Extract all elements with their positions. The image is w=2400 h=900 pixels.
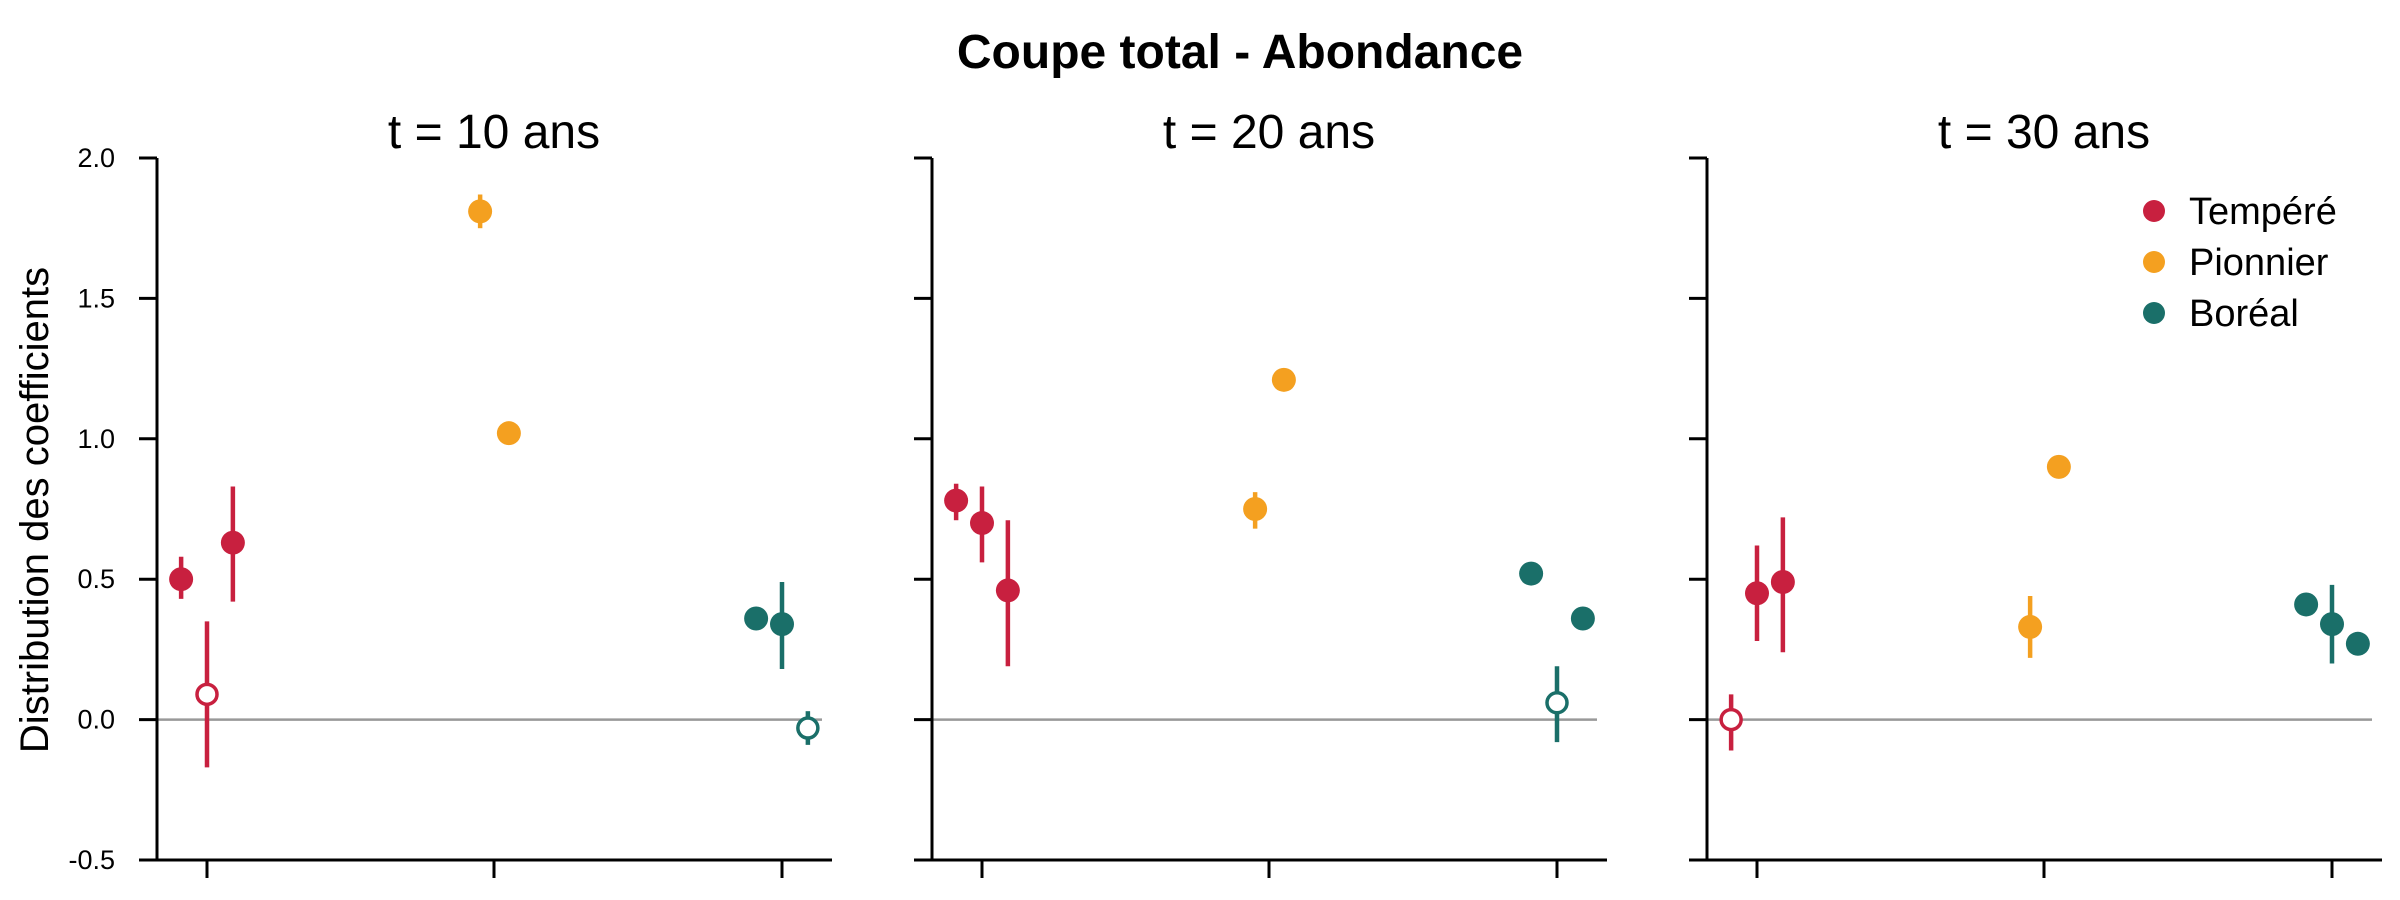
panel-3: t = 30 ans	[1689, 106, 2382, 878]
data-point-open	[796, 716, 820, 740]
data-point	[1271, 367, 1296, 392]
y-tick-label: 0.0	[77, 705, 115, 735]
data-point-open	[1719, 707, 1743, 732]
data-point	[169, 567, 194, 592]
chart-title: Coupe total - Abondance	[957, 26, 1523, 79]
data-point	[2018, 614, 2043, 639]
legend-marker	[2143, 200, 2165, 222]
y-tick-label: 0.5	[77, 564, 115, 594]
data-point	[1770, 570, 1795, 595]
y-tick-label: 1.0	[77, 424, 115, 454]
panels-group: t = 10 ans 2.0 1.5 1.0 0.5 0.0 -0.5 t = 20 ans t…	[68, 106, 2382, 878]
data-point	[1243, 497, 1268, 521]
data-point	[2046, 454, 2071, 479]
panel-title: t = 20 ans	[1163, 106, 1375, 159]
legend-label: Pionnier	[2189, 242, 2329, 284]
data-point	[468, 199, 493, 224]
data-point	[995, 578, 1020, 603]
legend: Tempéré Pionnier Boréal	[2143, 191, 2337, 335]
data-point	[2345, 631, 2370, 656]
y-axis-label: Distribution des coefficients	[13, 267, 57, 753]
y-tick-label: 1.5	[77, 283, 115, 313]
data-point	[220, 530, 245, 555]
data-point-open	[195, 682, 219, 707]
legend-label: Tempéré	[2189, 191, 2337, 233]
legend-marker	[2143, 302, 2165, 324]
data-point	[2294, 592, 2319, 617]
data-point	[496, 421, 521, 446]
data-point	[1519, 561, 1544, 586]
panel-1: t = 10 ans 2.0 1.5 1.0 0.5 0.0 -0.5	[68, 106, 832, 878]
data-point	[1745, 581, 1769, 606]
panel-title: t = 30 ans	[1938, 106, 2150, 159]
legend-marker	[2143, 251, 2165, 273]
data-point	[770, 612, 794, 637]
panel-2: t = 20 ans	[914, 106, 1607, 878]
data-point	[744, 606, 769, 631]
y-tick-label: -0.5	[68, 845, 115, 875]
data-point	[944, 488, 969, 513]
data-point	[1570, 606, 1595, 631]
legend-label: Boréal	[2189, 293, 2299, 335]
data-point-open	[1545, 691, 1569, 715]
data-point	[970, 511, 994, 536]
y-tick-label: 2.0	[77, 143, 115, 173]
panel-title: t = 10 ans	[388, 106, 600, 159]
data-point	[2320, 612, 2344, 637]
